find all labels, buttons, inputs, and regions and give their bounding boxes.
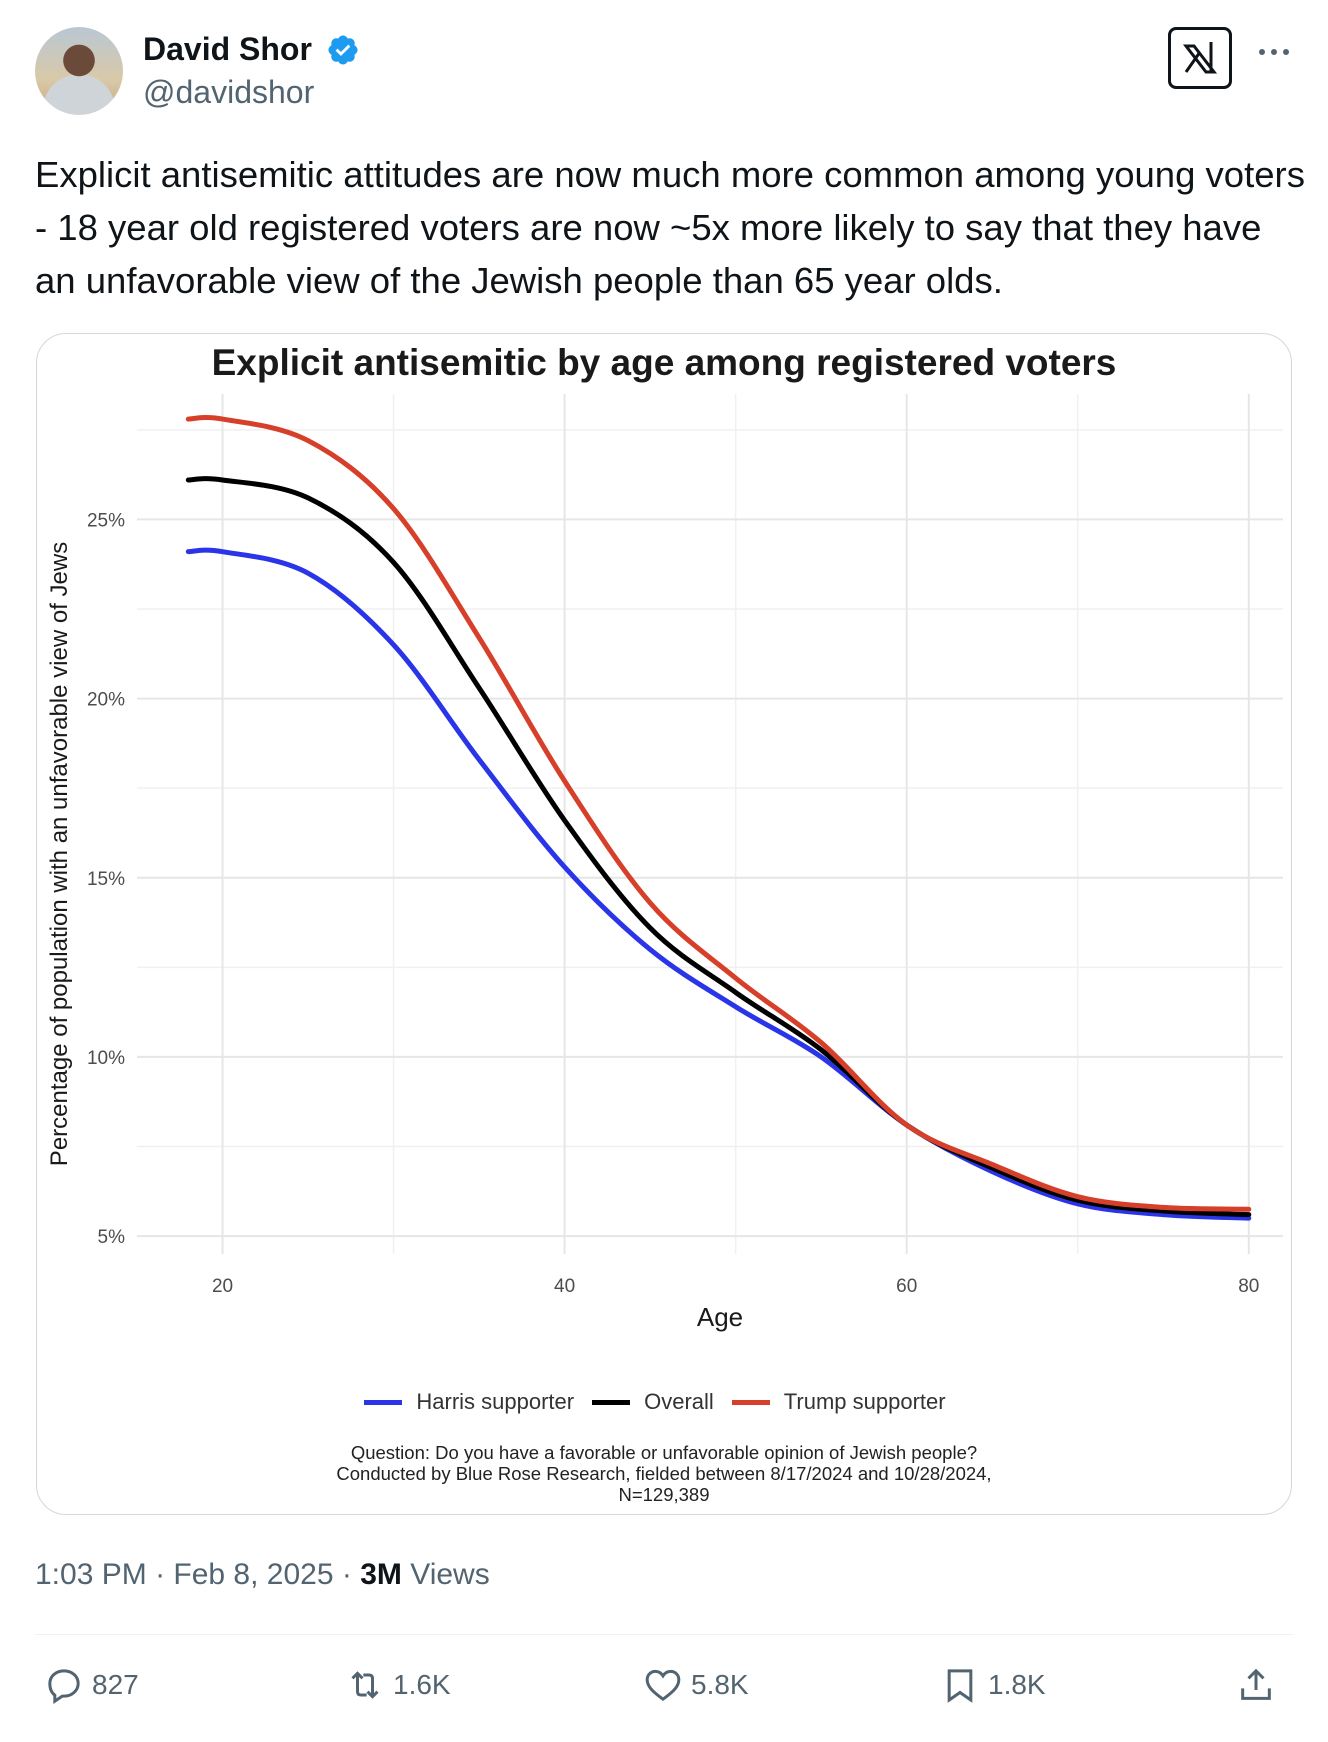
like-button[interactable]: 5.8K	[643, 1665, 749, 1705]
chart-title: Explicit antisemitic by age among regist…	[211, 342, 1117, 383]
author-name[interactable]: David Shor	[143, 31, 312, 67]
like-count: 5.8K	[691, 1669, 749, 1700]
legend-label: Harris supporter	[416, 1389, 575, 1414]
x-axis-label: Age	[697, 1302, 743, 1332]
grok-icon[interactable]	[1168, 27, 1232, 89]
action-bar: 827 1.6K 5.8K 1.8K	[0, 1665, 1328, 1715]
share-button[interactable]	[1236, 1665, 1284, 1705]
legend-swatch-overall	[592, 1399, 631, 1405]
legend-item: Harris supporter	[364, 1389, 574, 1415]
series-line-overall	[185, 476, 1252, 1218]
share-icon	[1241, 1668, 1271, 1700]
y-axis-label: Percentage of population with an unfavor…	[46, 542, 73, 1166]
tweet-date[interactable]: Feb 8, 2025	[173, 1558, 334, 1591]
line-chart: 20 40 60 80 5% 10% 15% 20% 25% Age Percentage of p…	[46, 394, 1283, 1332]
reply-count: 827	[92, 1669, 139, 1700]
y-tick-label: 15%	[87, 869, 125, 890]
y-tick-label: 5%	[98, 1227, 126, 1248]
tweet-meta: 1:03 PM · Feb 8, 2025 · 3M Views	[35, 1558, 490, 1592]
legend-label: Trump supporter	[783, 1389, 946, 1414]
meta-separator: ·	[155, 1558, 174, 1591]
legend-item: Trump supporter	[731, 1389, 946, 1415]
tweet-time[interactable]: 1:03 PM	[35, 1558, 147, 1591]
x-tick-label: 60	[896, 1276, 917, 1297]
bookmark-count: 1.8K	[988, 1669, 1046, 1700]
y-tick-label: 10%	[87, 1048, 125, 1069]
footnote-line: Question: Do you have a favorable or unf…	[350, 1442, 978, 1463]
x-tick-label: 40	[554, 1276, 575, 1297]
footnote-line: N=129,389	[618, 1484, 710, 1505]
verified-badge-icon	[328, 35, 358, 65]
views-count: 3M	[360, 1558, 402, 1591]
footnote-line: Conducted by Blue Rose Research, fielded…	[336, 1463, 992, 1484]
reply-icon	[48, 1669, 80, 1704]
series-line-trump-supporter	[185, 415, 1252, 1212]
reply-button[interactable]: 827	[44, 1665, 139, 1705]
chart-card[interactable]: 20 40 60 80 5% 10% 15% 20% 25% Age Percentage of p…	[36, 333, 1292, 1515]
y-tick-label: 20%	[87, 690, 125, 711]
repost-button[interactable]: 1.6K	[345, 1665, 451, 1705]
meta-separator: ·	[341, 1558, 361, 1591]
x-tick-label: 80	[1238, 1276, 1259, 1297]
views-label: Views	[410, 1558, 490, 1591]
legend-item: Overall	[592, 1389, 714, 1415]
legend-swatch-harris	[364, 1399, 403, 1405]
legend-label: Overall	[644, 1389, 714, 1414]
chart-footnote: Question: Do you have a favorable or unf…	[37, 1442, 1291, 1505]
y-tick-label: 25%	[87, 510, 125, 531]
repost-icon	[351, 1671, 379, 1699]
x-tick-label: 20	[212, 1276, 233, 1297]
author-handle[interactable]: @davidshor	[143, 74, 315, 110]
heart-icon	[645, 1669, 681, 1702]
series-line-harris-supporter	[185, 547, 1252, 1221]
tweet-text: Explicit antisemitic attitudes are now m…	[35, 154, 1305, 301]
chart-legend: Harris supporter Overall Trump supporter	[37, 1389, 1291, 1415]
bookmark-button[interactable]: 1.8K	[940, 1665, 1046, 1705]
repost-count: 1.6K	[393, 1669, 451, 1700]
more-options-icon[interactable]	[1254, 40, 1294, 64]
avatar[interactable]	[35, 27, 123, 115]
legend-swatch-trump	[731, 1399, 770, 1405]
divider	[35, 1634, 1294, 1635]
bookmark-icon	[947, 1669, 973, 1703]
